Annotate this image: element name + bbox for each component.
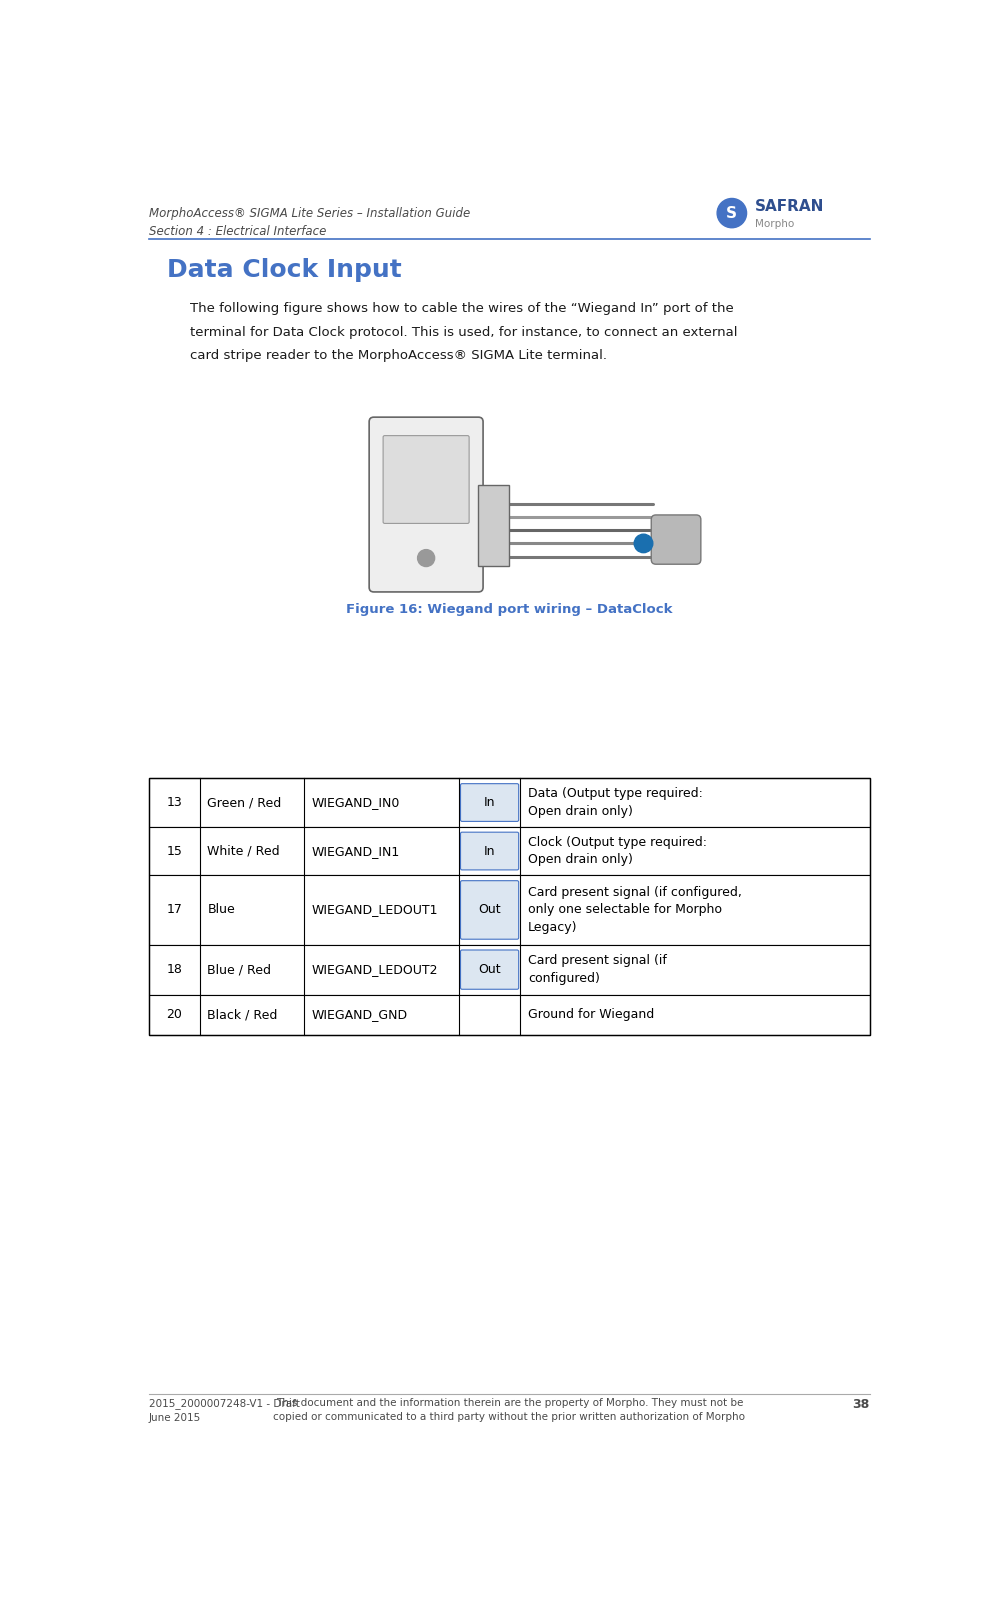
Text: Blue / Red: Blue / Red [208, 964, 271, 977]
Text: Out: Out [478, 903, 501, 917]
Text: 2015_2000007248-V1 - Draft
June 2015: 2015_2000007248-V1 - Draft June 2015 [149, 1398, 300, 1422]
Circle shape [717, 198, 746, 228]
Text: WIEGAND_LEDOUT1: WIEGAND_LEDOUT1 [312, 903, 438, 917]
FancyBboxPatch shape [460, 784, 519, 822]
Text: Figure 16: Wiegand port wiring – DataClock: Figure 16: Wiegand port wiring – DataClo… [346, 603, 673, 616]
Text: 38: 38 [853, 1398, 870, 1411]
Text: This document and the information therein are the property of Morpho. They must : This document and the information therei… [273, 1398, 746, 1422]
Bar [149, 944, 870, 994]
Text: MorphoAccess® SIGMA Lite Series – Installation Guide: MorphoAccess® SIGMA Lite Series – Instal… [149, 208, 470, 220]
Text: In: In [484, 796, 495, 809]
Text: WIEGAND_GND: WIEGAND_GND [312, 1009, 408, 1022]
Text: WIEGAND_IN0: WIEGAND_IN0 [312, 796, 401, 809]
Bar [149, 875, 870, 944]
Bar [149, 779, 870, 1035]
FancyBboxPatch shape [383, 436, 469, 523]
FancyBboxPatch shape [369, 417, 483, 592]
Text: The following figure shows how to cable the wires of the “Wiegand In” port of th: The following figure shows how to cable … [190, 302, 734, 315]
Text: Clock (Output type required:
Open drain only): Clock (Output type required: Open drain … [528, 835, 707, 866]
Text: SAFRAN: SAFRAN [755, 198, 824, 214]
Text: WIEGAND_LEDOUT2: WIEGAND_LEDOUT2 [312, 964, 438, 977]
Text: S: S [727, 206, 738, 220]
Text: Ground for Wiegand: Ground for Wiegand [528, 1009, 654, 1022]
Text: Section 4 : Electrical Interface: Section 4 : Electrical Interface [149, 225, 326, 238]
Text: Out: Out [478, 964, 501, 977]
Text: 18: 18 [166, 964, 182, 977]
Text: In: In [484, 845, 495, 858]
Text: 15: 15 [166, 845, 182, 858]
Text: White / Red: White / Red [208, 845, 280, 858]
Text: WIEGAND_IN1: WIEGAND_IN1 [312, 845, 400, 858]
Text: Blue: Blue [208, 903, 235, 917]
Text: 13: 13 [166, 796, 182, 809]
Text: 17: 17 [166, 903, 182, 917]
Bar [478, 484, 510, 566]
Text: terminal for Data Clock protocol. This is used, for instance, to connect an exte: terminal for Data Clock protocol. This i… [190, 325, 738, 338]
Text: Draft: Draft [464, 813, 755, 1035]
Text: Card present signal (if
configured): Card present signal (if configured) [528, 954, 667, 985]
Bar [149, 827, 870, 875]
Text: Data (Output type required:
Open drain only): Data (Output type required: Open drain o… [528, 787, 703, 817]
Text: 20: 20 [166, 1009, 182, 1022]
Text: Green / Red: Green / Red [208, 796, 281, 809]
Bar [149, 994, 870, 1035]
Text: Card present signal (if configured,
only one selectable for Morpho
Legacy): Card present signal (if configured, only… [528, 887, 742, 933]
Bar [149, 779, 870, 827]
FancyBboxPatch shape [460, 880, 519, 940]
Text: Morpho: Morpho [755, 219, 794, 228]
Text: card stripe reader to the MorphoAccess® SIGMA Lite terminal.: card stripe reader to the MorphoAccess® … [190, 349, 607, 362]
Circle shape [417, 550, 434, 566]
FancyBboxPatch shape [460, 832, 519, 870]
Circle shape [634, 534, 653, 552]
Text: Data Clock Input: Data Clock Input [167, 257, 402, 282]
FancyBboxPatch shape [651, 515, 701, 565]
Text: Black / Red: Black / Red [208, 1009, 277, 1022]
FancyBboxPatch shape [460, 949, 519, 990]
